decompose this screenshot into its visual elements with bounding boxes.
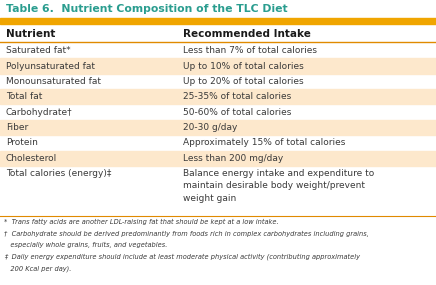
Text: Up to 20% of total calories: Up to 20% of total calories [183,77,303,86]
Text: Approximately 15% of total calories: Approximately 15% of total calories [183,138,345,147]
Text: Nutrient: Nutrient [6,29,55,39]
Text: Balance energy intake and expenditure to
maintain desirable body weight/prevent
: Balance energy intake and expenditure to… [183,169,374,203]
Bar [0,58,436,74]
Text: Recommended Intake: Recommended Intake [183,29,310,39]
Text: Fiber: Fiber [6,123,28,132]
Text: especially whole grains, fruits, and vegetables.: especially whole grains, fruits, and veg… [4,242,167,248]
Text: Less than 7% of total calories: Less than 7% of total calories [183,46,317,55]
Bar [0,120,436,135]
Text: ‡  Daily energy expenditure should include at least moderate physical activity (: ‡ Daily energy expenditure should includ… [4,253,360,260]
Text: 200 Kcal per day).: 200 Kcal per day). [4,265,72,272]
Text: Protein: Protein [6,138,38,147]
Text: 50-60% of total calories: 50-60% of total calories [183,108,291,117]
Text: Carbohydrate†: Carbohydrate† [6,108,73,117]
Bar [0,18,436,24]
Bar [0,89,436,105]
Bar [0,150,436,166]
Text: Cholesterol: Cholesterol [6,154,57,163]
Text: Monounsaturated fat: Monounsaturated fat [6,77,101,86]
Text: Table 6.  Nutrient Composition of the TLC Diet: Table 6. Nutrient Composition of the TLC… [6,4,288,14]
Text: Saturated fat*: Saturated fat* [6,46,71,55]
Text: *  Trans fatty acids are another LDL-raising fat that should be kept at a low in: * Trans fatty acids are another LDL-rais… [4,219,279,225]
Text: †  Carbohydrate should be derived predominantly from foods rich in complex carbo: † Carbohydrate should be derived predomi… [4,231,369,237]
Text: Up to 10% of total calories: Up to 10% of total calories [183,62,303,71]
Text: Total fat: Total fat [6,92,42,101]
Text: 20-30 g/day: 20-30 g/day [183,123,237,132]
Text: Total calories (energy)‡: Total calories (energy)‡ [6,169,111,178]
Text: 25-35% of total calories: 25-35% of total calories [183,92,291,101]
Text: Less than 200 mg/day: Less than 200 mg/day [183,154,283,163]
Text: Polyunsaturated fat: Polyunsaturated fat [6,62,95,71]
